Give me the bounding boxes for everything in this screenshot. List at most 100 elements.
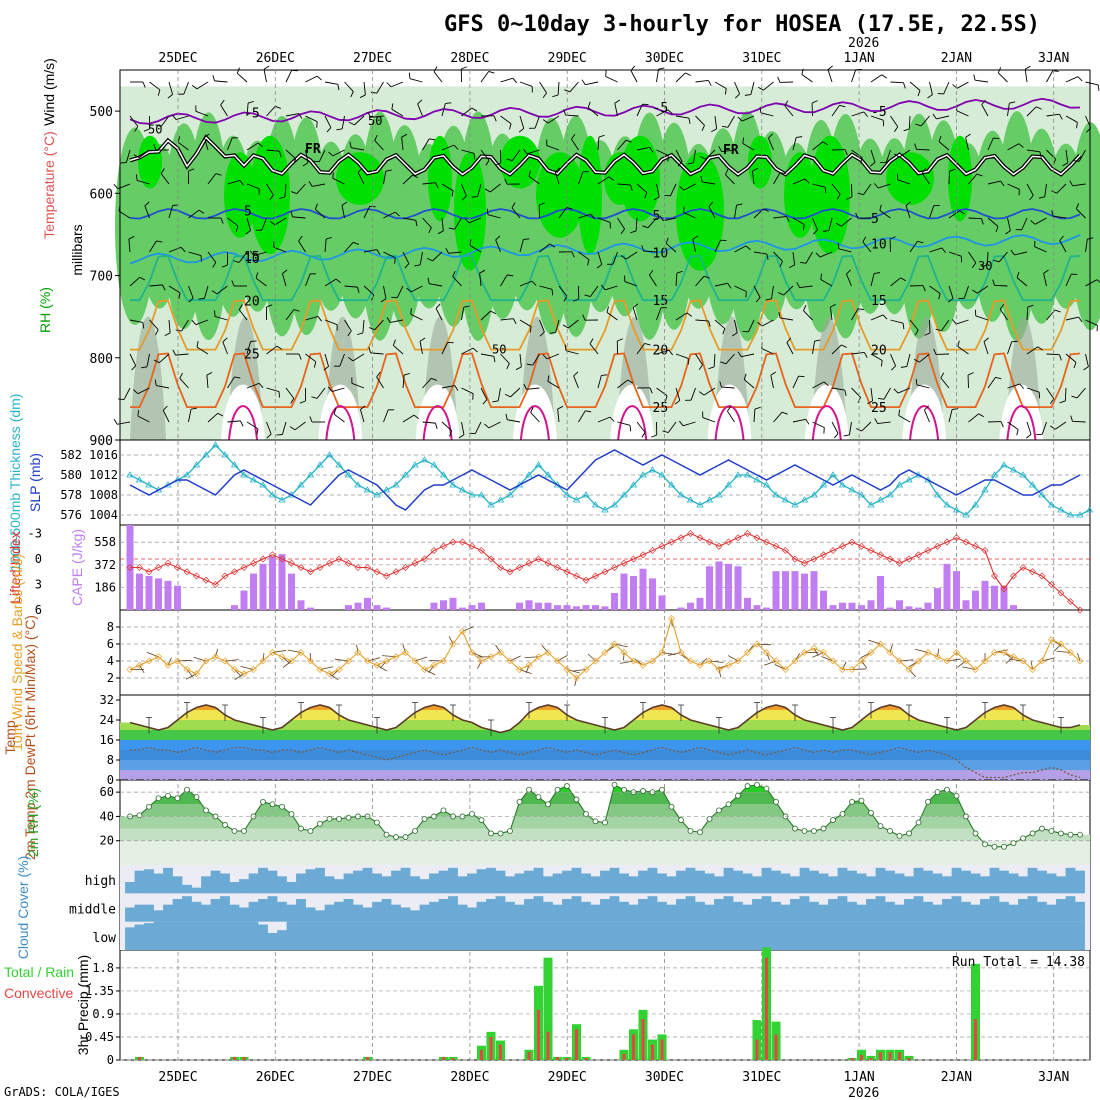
wind-barb-flag xyxy=(257,142,264,148)
wind-barb-flag xyxy=(449,430,453,437)
cape-bar xyxy=(943,563,951,610)
wind-barb-flag xyxy=(822,230,829,232)
wind-speed-point xyxy=(658,649,666,656)
wind-barb xyxy=(831,344,842,355)
wind-barb xyxy=(693,149,696,163)
wind-barb xyxy=(617,379,629,389)
lifted-index-point xyxy=(943,538,951,546)
wind-barb xyxy=(402,414,415,423)
wind-barb-flag xyxy=(700,176,703,183)
wind-barb-flag xyxy=(507,274,514,277)
cloud-cover-bar xyxy=(191,901,202,922)
cloud-cover-bar xyxy=(286,921,297,950)
wind-barb-flag xyxy=(999,304,1005,310)
lifted-index-point xyxy=(867,547,875,554)
wind-barb-flag xyxy=(983,337,989,342)
wind-speed-point xyxy=(354,649,362,656)
wind-barb-flag xyxy=(433,66,438,72)
cloud-cover-bar xyxy=(885,901,895,922)
wind-barb xyxy=(129,276,140,287)
lifted-index-point xyxy=(364,564,371,571)
cloud-cover-bar xyxy=(771,921,781,950)
rh-point xyxy=(526,786,532,793)
wind-barb xyxy=(316,387,326,399)
thickness-point xyxy=(838,481,847,488)
wind-barb-flag xyxy=(836,193,841,200)
wind-barb xyxy=(396,285,404,298)
wind-barb-flag xyxy=(778,312,781,319)
wind-barb xyxy=(195,319,209,326)
wind-barb xyxy=(1026,106,1037,117)
temp-band xyxy=(120,740,1090,750)
rh-point xyxy=(735,792,741,799)
thickness-point xyxy=(439,471,448,478)
wind-barb xyxy=(168,81,174,95)
wind-barb xyxy=(344,242,354,253)
cape-bar xyxy=(307,607,314,610)
wind-barb xyxy=(727,655,739,662)
wind-barb-flag xyxy=(452,270,456,277)
wind-barb xyxy=(222,341,228,355)
wind-barb-flag xyxy=(902,323,905,330)
cloud-cover-bar xyxy=(334,921,344,950)
wind-barb xyxy=(461,183,467,197)
wind-barb xyxy=(168,246,182,253)
cape-bar xyxy=(1010,605,1017,610)
wind-barb xyxy=(1054,643,1062,652)
wind-barb-flag xyxy=(932,113,937,120)
wind-barb xyxy=(812,183,826,188)
cloud-cover-bar xyxy=(999,921,1009,950)
wind-barb xyxy=(699,658,708,666)
thickness-point xyxy=(876,496,885,503)
wind-barb xyxy=(215,648,219,657)
wind-barb xyxy=(530,412,540,423)
isotherm-label: 25 xyxy=(244,347,260,362)
wind-barb-flag xyxy=(153,359,160,364)
wind-barb xyxy=(567,319,579,329)
wind-barb-flag xyxy=(279,151,282,158)
wind-barb-flag xyxy=(386,317,391,323)
wind-barb xyxy=(497,387,501,401)
wind-barb xyxy=(851,69,857,83)
precip-convective-bar xyxy=(489,1036,493,1060)
cloud-cover-bar xyxy=(514,873,525,894)
cape-bar xyxy=(364,597,371,610)
wind-speed-point xyxy=(753,640,761,648)
wind-barb xyxy=(870,314,884,321)
wind-barb-flag xyxy=(172,114,177,120)
thickness-point xyxy=(496,496,505,503)
wind-barb-flag xyxy=(451,190,454,197)
wind-barb-flag xyxy=(266,304,273,308)
wind-barb-flag xyxy=(752,167,758,172)
wind-barb xyxy=(773,411,783,423)
wind-barb-flag xyxy=(742,137,745,144)
wind-barb xyxy=(838,248,852,253)
wind-barb xyxy=(285,113,299,117)
wind-barb-flag xyxy=(222,337,228,343)
cape-bar xyxy=(1000,585,1008,610)
wind-barb-flag xyxy=(1073,160,1080,162)
wind-barb xyxy=(665,243,677,253)
wind-barb xyxy=(409,78,423,83)
cloud-cover-bar xyxy=(1008,921,1019,950)
wind-barb xyxy=(742,143,755,151)
cloud-cover-bar xyxy=(809,921,819,950)
wind-speed-point xyxy=(991,649,998,656)
wind-barb xyxy=(246,382,260,389)
cloud-cover-bar xyxy=(353,904,363,922)
wind-barb xyxy=(1016,277,1028,287)
cloud-cover-bar xyxy=(182,896,192,922)
cloud-cover-bar xyxy=(210,899,221,922)
wind-speed-point xyxy=(649,657,656,665)
cape-bar xyxy=(848,602,856,610)
wind-barb xyxy=(898,415,911,423)
wind-barb xyxy=(324,115,332,128)
wind-barb xyxy=(324,278,337,287)
wind-barb-flag xyxy=(415,220,418,227)
wind-barb-flag xyxy=(160,168,165,174)
cloud-cover-bar xyxy=(856,873,867,894)
wind-barb-flag xyxy=(133,389,139,395)
wind-barb-flag xyxy=(863,111,869,117)
wind-barb xyxy=(1021,217,1028,231)
wind-barb-flag xyxy=(551,289,554,296)
